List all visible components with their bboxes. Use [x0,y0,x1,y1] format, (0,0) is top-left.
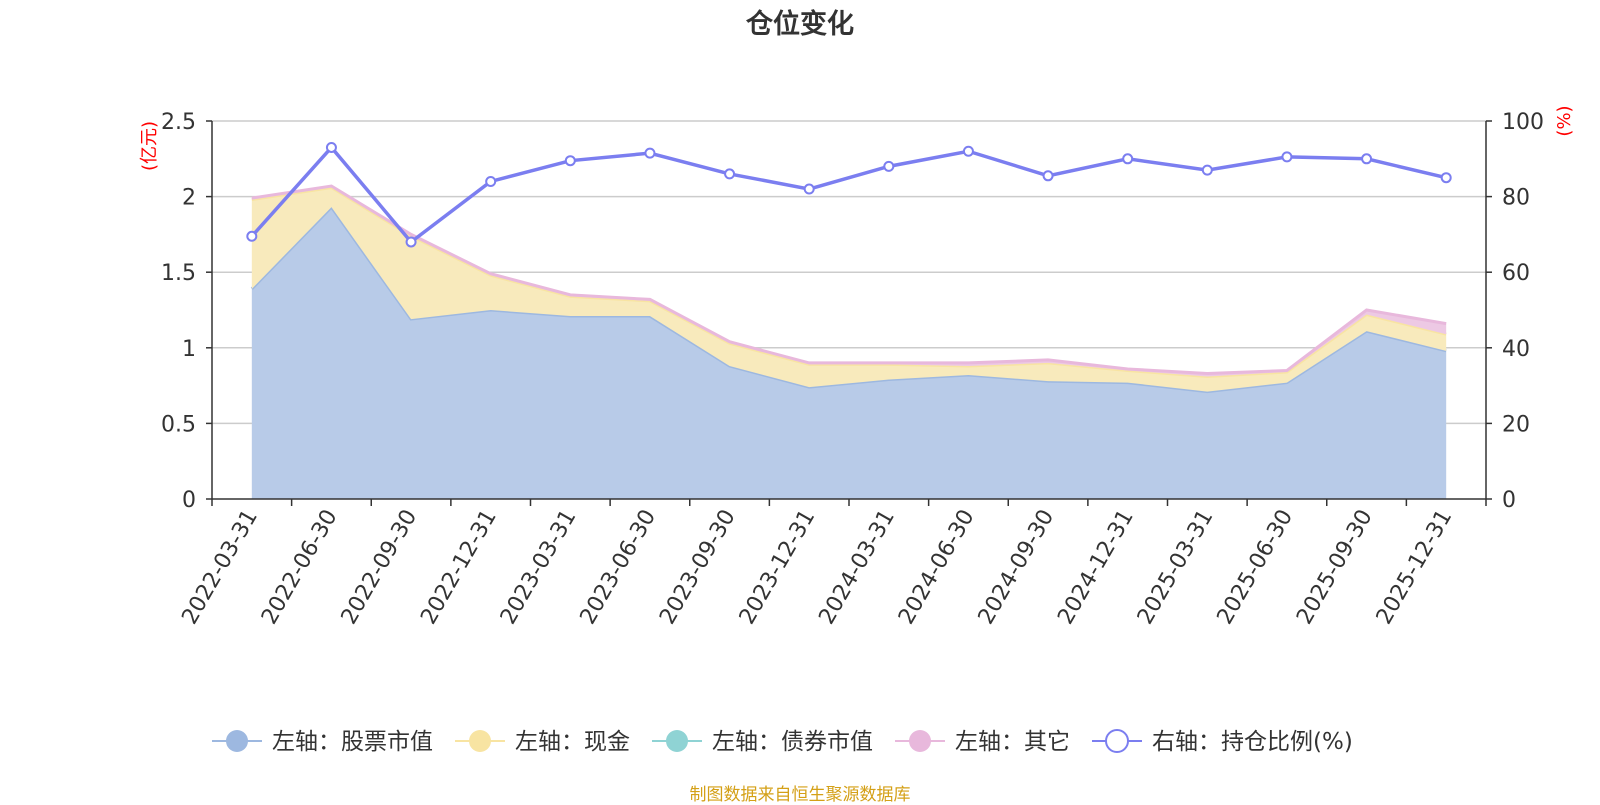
legend-label: 左轴：现金 [515,729,630,755]
legend-item[interactable]: 左轴：现金 [455,729,630,755]
x-axis-tick-label: 2023-09-30 [655,506,741,629]
holding-ratio-point [1361,153,1373,165]
x-axis-tick-label: 2025-12-31 [1372,506,1458,629]
x-axis-tick-label: 2022-03-31 [177,506,263,629]
left-axis-tick-label: 0 [182,488,196,513]
area-line-4 [251,184,1447,376]
x-axis-tick-label: 2022-09-30 [337,506,423,629]
x-axis-tick-label: 2022-12-31 [416,506,502,629]
right-axis-tick-label: 0 [1502,488,1516,513]
x-axis-tick-label: 2023-06-30 [576,506,662,629]
holding-ratio-point [1440,172,1452,184]
right-axis-tick-label: 80 [1502,186,1530,211]
legend-label: 左轴：股票市值 [272,729,433,755]
chart-title: 仓位变化 [746,9,854,40]
holding-ratio-point [1201,164,1213,176]
left-axis-tick-label: 2.5 [161,110,196,135]
holding-ratio-point [325,141,337,153]
x-axis-tick-label: 2024-09-30 [974,506,1060,629]
holding-ratio-point [564,155,576,167]
x-axis-tick-label: 2025-09-30 [1292,506,1378,629]
left-axis-tick-label: 0.5 [161,412,196,437]
x-axis-tick-label: 2023-12-31 [735,506,821,629]
holding-ratio-point [405,236,417,248]
legend-marker [666,730,688,752]
right-axis-tick-label: 60 [1502,261,1530,286]
x-axis-tick-label: 2024-12-31 [1053,506,1139,629]
legend-item[interactable]: 左轴：其它 [895,729,1070,755]
legend-label: 左轴：其它 [955,729,1070,755]
x-axis-tick-label: 2025-03-31 [1133,506,1219,629]
legend-marker [469,730,491,752]
left-axis-tick-label: 1 [182,337,196,362]
area-1 [251,207,1447,499]
x-axis-tick-label: 2024-06-30 [894,506,980,629]
source-note: 制图数据来自恒生聚源数据库 [689,785,911,805]
right-axis-tick-label: 40 [1502,337,1530,362]
holding-ratio-point [724,168,736,180]
legend-item[interactable]: 左轴：债券市值 [652,729,873,755]
x-axis-tick-label: 2022-06-30 [257,506,343,629]
legend-item[interactable]: 左轴：股票市值 [212,729,433,755]
holding-ratio-point [1281,151,1293,163]
holding-ratio-point [485,175,497,187]
x-axis-tick-label: 2024-03-31 [814,506,900,629]
holding-ratio-line [250,144,1447,245]
legend-marker [909,730,931,752]
holding-ratio-point [962,145,974,157]
left-axis-unit-label: (亿元) [139,121,160,171]
holding-ratio-point [883,160,895,172]
right-axis-tick-label: 20 [1502,412,1530,437]
legend-label: 左轴：债券市值 [712,729,873,755]
area-2 [251,187,1447,392]
holding-ratio-point [1122,153,1134,165]
left-axis-tick-label: 2 [182,186,196,211]
holding-ratio-point [1042,170,1054,182]
left-axis-tick-label: 1.5 [161,261,196,286]
x-axis-tick-label: 2025-06-30 [1213,506,1299,629]
x-axis-tick-label: 2023-03-31 [496,506,582,629]
legend-marker [1105,729,1129,753]
holding-ratio-point [246,230,258,242]
legend-label: 右轴：持仓比例(%) [1152,729,1353,755]
legend-marker [226,730,248,752]
right-axis-tick-label: 100 [1502,110,1544,135]
holding-ratio-point [803,183,815,195]
legend-item[interactable]: 右轴：持仓比例(%) [1092,729,1353,755]
holding-ratio-point [644,147,656,159]
right-axis-unit-label: (%) [1554,105,1575,136]
